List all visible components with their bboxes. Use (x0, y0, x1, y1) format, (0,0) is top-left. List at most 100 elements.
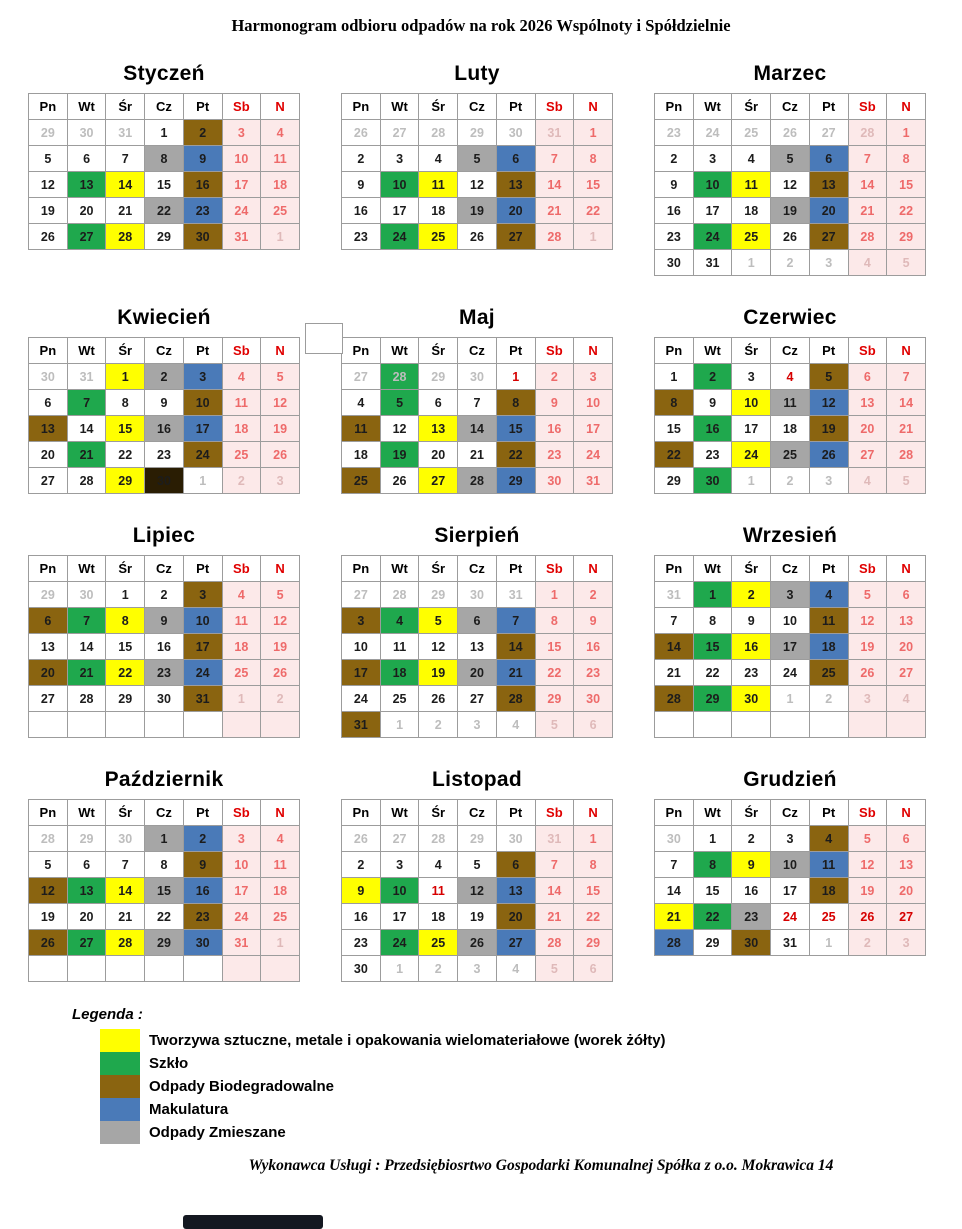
day-cell (28, 711, 68, 738)
day-cell (105, 955, 146, 982)
day-cell: 4 (418, 851, 459, 878)
day-cell: 30 (495, 825, 536, 852)
day-cell: 4 (341, 389, 381, 416)
month-kwiecien: Kwiecień Pn Wt Śr Cz Pt Sb N 30 31 1 2 3 4 5 6 7 8 9 10 11 12… (28, 306, 300, 494)
day-cell: 31 (221, 223, 262, 250)
day-cell: 11 (731, 171, 772, 198)
day-cell: 7 (105, 145, 146, 172)
day-cell: 18 (808, 877, 849, 904)
day-cell: 12 (28, 877, 68, 904)
day-cell: 11 (418, 171, 459, 198)
months-grid: Styczeń Pn Wt Śr Cz Pt Sb N 29 30 31 1 2 3 4 5 6 7 8 9 10 11 1… (28, 62, 962, 982)
month-calendar: Pn Wt Śr Cz Pt Sb N 26 27 28 29 30 31 1 2 3 4 5 6 7 8 9 10 11 12… (341, 93, 613, 250)
day-cell: 3 (847, 685, 888, 712)
weekday-header: N (886, 93, 926, 120)
day-cell: 23 (182, 903, 223, 930)
day-cell: 3 (808, 467, 849, 494)
weekday-header: Pt (495, 337, 536, 364)
day-cell: 15 (495, 415, 536, 442)
day-cell: 14 (495, 633, 536, 660)
month-calendar: Pn Wt Śr Cz Pt Sb N 30 31 1 2 3 4 5 6 7 8 9 10 11 12 13 14 15 16… (28, 337, 300, 494)
month-czerwiec: Czerwiec Pn Wt Śr Cz Pt Sb N 1 2 3 4 5 6 7 8 9 10 11 12 13 14… (654, 306, 926, 494)
day-cell: 21 (457, 441, 497, 468)
day-cell: 15 (886, 171, 926, 198)
day-cell: 5 (457, 851, 497, 878)
day-cell: 6 (573, 711, 613, 738)
day-cell: 19 (457, 197, 497, 224)
day-cell: 1 (573, 825, 613, 852)
day-cell: 14 (654, 877, 694, 904)
weekday-header: Wt (379, 337, 420, 364)
legend-swatch-brown (100, 1075, 140, 1098)
weekday-header: N (260, 555, 300, 582)
weekday-header: Cz (144, 337, 184, 364)
weekday-header: Sb (534, 93, 575, 120)
day-cell: 26 (770, 223, 810, 250)
weekday-header: Pt (495, 555, 536, 582)
day-cell (260, 711, 300, 738)
day-cell: 30 (144, 467, 184, 494)
day-cell: 11 (379, 633, 420, 660)
day-cell: 24 (379, 929, 420, 956)
day-cell: 26 (808, 441, 849, 468)
day-cell: 3 (221, 825, 262, 852)
day-cell: 19 (28, 903, 68, 930)
weekday-header: Wt (692, 555, 733, 582)
day-cell: 29 (105, 685, 146, 712)
day-cell: 18 (731, 197, 772, 224)
weekday-header: Pt (808, 93, 849, 120)
day-cell: 3 (341, 607, 381, 634)
day-cell (221, 955, 262, 982)
weekday-header: N (886, 799, 926, 826)
day-cell: 1 (260, 929, 300, 956)
weekday-header: Śr (731, 799, 772, 826)
month-title: Styczeń (123, 62, 205, 85)
day-cell: 1 (105, 363, 146, 390)
day-cell: 24 (221, 903, 262, 930)
day-cell: 2 (144, 363, 184, 390)
day-cell: 15 (573, 171, 613, 198)
legend: Legenda : Tworzywa sztuczne, metale i op… (0, 1006, 962, 1144)
day-cell: 5 (28, 145, 68, 172)
day-cell: 21 (105, 903, 146, 930)
day-cell: 30 (654, 825, 694, 852)
day-cell: 30 (654, 249, 694, 276)
day-cell: 30 (105, 825, 146, 852)
day-cell: 18 (379, 659, 420, 686)
day-cell: 10 (182, 607, 223, 634)
day-cell: 23 (692, 441, 733, 468)
day-cell: 20 (808, 197, 849, 224)
day-cell: 31 (182, 685, 223, 712)
weekday-header: Śr (731, 337, 772, 364)
day-cell: 7 (847, 145, 888, 172)
day-cell: 15 (105, 415, 146, 442)
day-cell: 8 (573, 851, 613, 878)
day-cell: 16 (534, 415, 575, 442)
day-cell: 3 (379, 851, 420, 878)
day-cell: 27 (886, 903, 926, 930)
day-cell: 19 (260, 633, 300, 660)
day-cell: 13 (28, 633, 68, 660)
day-cell: 21 (495, 659, 536, 686)
legend-swatch-green (100, 1052, 140, 1075)
day-cell: 30 (457, 363, 497, 390)
day-cell: 5 (260, 581, 300, 608)
day-cell: 27 (28, 685, 68, 712)
weekday-header: Sb (847, 799, 888, 826)
day-cell: 9 (654, 171, 694, 198)
day-cell: 7 (654, 607, 694, 634)
day-cell: 2 (731, 825, 772, 852)
weekday-header: Sb (221, 337, 262, 364)
day-cell: 16 (654, 197, 694, 224)
month-title: Lipiec (132, 524, 196, 547)
month-calendar: Pn Wt Śr Cz Pt Sb N 1 2 3 4 5 6 7 8 9 10 11 12 13 14 15 16 17 18… (654, 337, 926, 494)
day-cell: 25 (770, 441, 810, 468)
day-cell: 14 (534, 171, 575, 198)
weekday-header: Pn (341, 337, 381, 364)
day-cell: 29 (144, 223, 184, 250)
weekday-header: Wt (379, 799, 420, 826)
day-cell: 3 (573, 363, 613, 390)
day-cell: 2 (260, 685, 300, 712)
day-cell: 28 (886, 441, 926, 468)
day-cell: 16 (341, 197, 381, 224)
